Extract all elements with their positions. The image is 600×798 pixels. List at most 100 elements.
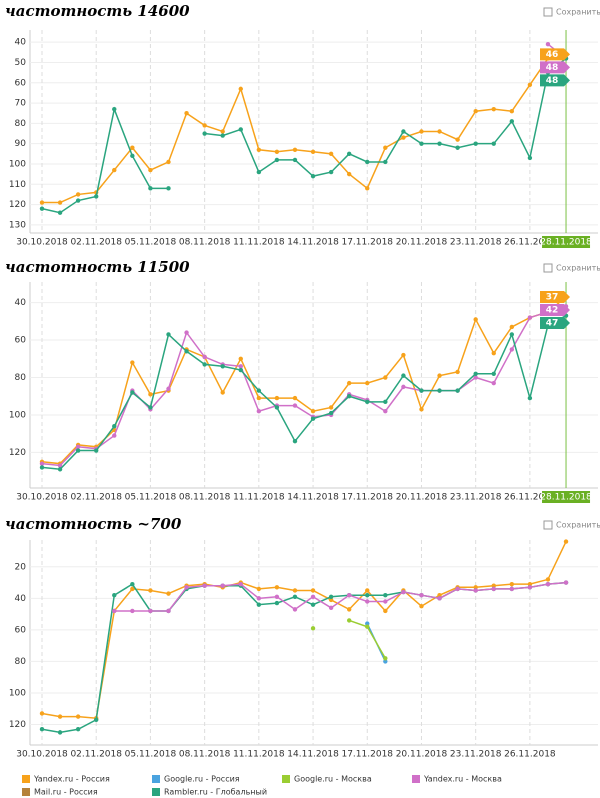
data-point <box>473 371 478 376</box>
legend-label[interactable]: Yandex.ru - Москва <box>423 775 502 784</box>
series-line <box>41 296 567 465</box>
data-point <box>292 403 298 408</box>
y-tick-label: 60 <box>15 625 27 635</box>
data-point <box>509 324 515 330</box>
data-point <box>148 186 153 191</box>
data-point <box>455 586 460 592</box>
data-point <box>346 151 352 157</box>
save-button[interactable]: Сохранить <box>556 8 600 17</box>
x-tick-label: 05.11.2018 <box>125 238 177 248</box>
y-tick-label: 120 <box>9 200 26 210</box>
legend-swatch[interactable] <box>282 775 290 783</box>
x-tick-label: 02.11.2018 <box>70 238 122 248</box>
x-tick-label: 08.11.2018 <box>179 493 231 503</box>
legend-swatch[interactable] <box>22 788 30 796</box>
data-point <box>328 597 334 603</box>
y-tick-label: 120 <box>9 448 26 458</box>
data-point <box>220 133 225 138</box>
legend-label[interactable]: Rambler.ru - Глобальный <box>164 788 267 797</box>
data-point <box>401 589 406 595</box>
save-icon[interactable] <box>543 520 553 530</box>
data-point <box>437 129 442 134</box>
data-point <box>220 129 225 134</box>
data-point <box>75 448 81 453</box>
y-tick-label: 60 <box>15 78 27 88</box>
data-point <box>39 200 45 205</box>
save-icon[interactable] <box>543 263 553 273</box>
x-tick-label: 26.11.2018 <box>504 493 556 503</box>
data-point <box>365 399 370 405</box>
data-point <box>256 395 262 401</box>
legend-swatch[interactable] <box>152 788 160 796</box>
data-point <box>509 119 515 124</box>
data-point <box>328 594 334 599</box>
x-tick-label: 17.11.2018 <box>341 750 393 760</box>
data-point <box>365 599 370 604</box>
end-tag-label: 37 <box>546 292 559 302</box>
data-point <box>346 394 352 399</box>
legend-label[interactable]: Mail.ru - Россия <box>34 788 98 797</box>
data-point <box>383 592 388 598</box>
legend-label[interactable]: Google.ru - Россия <box>164 775 240 784</box>
data-point <box>365 621 370 626</box>
chart-title: частотность ~700 <box>5 515 182 533</box>
legend-label[interactable]: Yandex.ru - Россия <box>33 775 110 784</box>
x-tick-label: 30.10.2018 <box>16 750 68 760</box>
data-point <box>491 141 496 146</box>
data-point <box>256 388 262 393</box>
data-point <box>509 586 515 592</box>
data-point <box>238 356 243 361</box>
data-point <box>112 433 117 438</box>
series-line <box>41 315 567 471</box>
data-point <box>148 608 153 614</box>
x-tick-label: 08.11.2018 <box>179 238 231 248</box>
save-button[interactable]: Сохранить <box>556 264 600 273</box>
y-tick-label: 20 <box>15 562 27 572</box>
data-point <box>310 173 316 179</box>
data-point <box>220 583 225 588</box>
data-point <box>437 141 442 146</box>
data-point <box>130 581 135 587</box>
x-tick-label: 05.11.2018 <box>125 750 177 760</box>
data-point <box>274 600 280 606</box>
data-point <box>509 581 515 587</box>
data-point <box>57 210 63 215</box>
data-point <box>112 106 117 112</box>
y-tick-label: 80 <box>15 657 27 667</box>
data-point <box>75 444 81 449</box>
legend-swatch[interactable] <box>412 775 420 783</box>
save-icon[interactable] <box>543 7 553 17</box>
data-point <box>365 588 370 593</box>
x-tick-label: 14.11.2018 <box>287 750 339 760</box>
data-point <box>437 592 442 598</box>
legend-swatch[interactable] <box>152 775 160 783</box>
data-point <box>383 659 388 664</box>
end-tag <box>540 316 570 329</box>
data-point <box>383 375 388 380</box>
y-tick-label: 50 <box>15 58 27 68</box>
data-point <box>292 594 298 599</box>
end-tag-label: 47 <box>546 318 559 328</box>
data-point <box>346 592 352 598</box>
data-point <box>365 592 370 598</box>
data-point <box>365 159 370 165</box>
data-point <box>383 608 388 614</box>
data-point <box>75 714 81 719</box>
x-tick-label: 14.11.2018 <box>287 238 339 248</box>
x-tick-label: 14.11.2018 <box>287 493 339 503</box>
data-point <box>166 386 171 391</box>
data-point <box>527 581 533 587</box>
save-button[interactable]: Сохранить <box>556 521 600 530</box>
data-point <box>545 42 551 47</box>
y-tick-label: 100 <box>9 159 26 169</box>
data-point <box>365 380 370 386</box>
data-point <box>256 169 262 175</box>
data-point <box>383 656 388 661</box>
legend-label[interactable]: Google.ru - Москва <box>294 775 372 784</box>
x-tick-label: 20.11.2018 <box>396 750 448 760</box>
legend-swatch[interactable] <box>22 775 30 783</box>
data-point <box>39 711 45 716</box>
data-point <box>527 155 533 161</box>
data-point <box>419 604 424 609</box>
data-point <box>148 588 153 593</box>
